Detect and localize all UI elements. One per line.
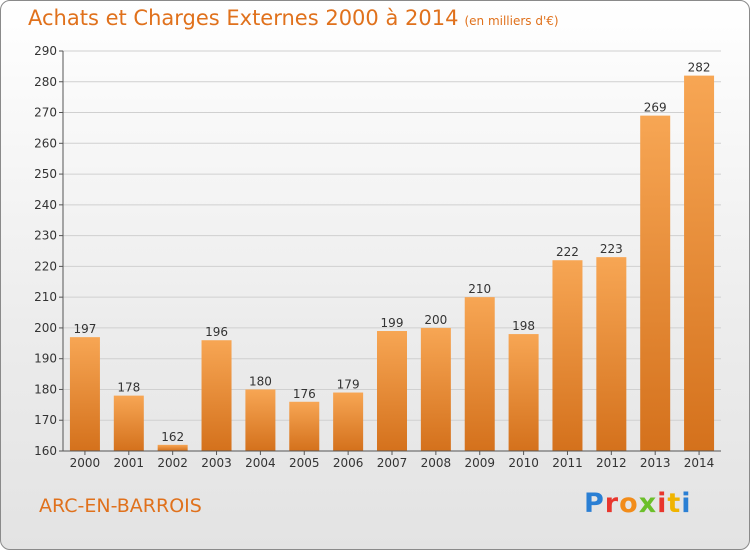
x-tick-label: 2001	[114, 456, 145, 470]
y-tick-label: 240	[34, 198, 57, 212]
x-tick-label: 2013	[640, 456, 671, 470]
y-tick-label: 160	[34, 444, 57, 458]
bar-2007	[377, 331, 407, 451]
x-tick-label: 2000	[70, 456, 101, 470]
data-label-2004: 180	[249, 374, 272, 388]
logo-letter: P	[584, 488, 605, 519]
x-tick-label: 2011	[552, 456, 583, 470]
x-tick-label: 2007	[377, 456, 408, 470]
x-tick-label: 2002	[157, 456, 188, 470]
data-labels: 197 178 162 196 180 176 179 199 200 210 198 222 223 2…	[73, 61, 710, 444]
bar-2006	[333, 392, 364, 451]
bar-2005	[289, 401, 320, 451]
axes: 160 170 180 190 200 210 220 230 240 250 260 270 280 2…	[34, 44, 721, 470]
logo-letter: r	[604, 488, 620, 519]
x-tick-label: 2014	[684, 456, 715, 470]
data-label-2007: 199	[381, 316, 404, 330]
logo-letter: i	[681, 488, 692, 519]
chart-unit-note: (en milliers d'€)	[464, 14, 559, 28]
y-tick-label: 260	[34, 136, 57, 150]
data-label-2000: 197	[73, 322, 96, 336]
data-label-2001: 178	[117, 381, 140, 395]
data-label-2008: 200	[424, 313, 447, 327]
data-label-2013: 269	[644, 101, 667, 115]
y-tick-label: 220	[34, 259, 57, 273]
y-tick-label: 230	[34, 229, 57, 243]
data-label-2006: 179	[337, 378, 360, 392]
bar-2013	[640, 115, 671, 451]
logo-letter: i	[657, 488, 668, 519]
chart-title-block: Achats et Charges Externes 2000 à 2014 (e…	[28, 6, 559, 30]
x-tick-label: 2010	[508, 456, 539, 470]
x-tick-label: 2003	[201, 456, 232, 470]
bar-2001	[113, 395, 144, 451]
x-tick-label: 2012	[596, 456, 627, 470]
bar-2003	[201, 340, 232, 451]
logo-letter: o	[619, 488, 639, 519]
data-label-2009: 210	[468, 282, 491, 296]
proxiti-logo: Proxiti	[584, 488, 692, 519]
x-tick-label: 2004	[245, 456, 276, 470]
x-tick-label: 2009	[464, 456, 495, 470]
y-tick-label: 180	[34, 382, 57, 396]
x-tick-label: 2005	[289, 456, 320, 470]
bar-2008	[420, 327, 451, 451]
bar-2012	[596, 257, 627, 451]
bar-2010	[508, 334, 539, 451]
data-label-2002: 162	[161, 430, 184, 444]
data-label-2005: 176	[293, 387, 316, 401]
chart-title: Achats et Charges Externes 2000 à 2014	[28, 6, 459, 30]
y-tick-label: 170	[34, 413, 57, 427]
x-tick-label: 2006	[333, 456, 364, 470]
y-tick-label: 200	[34, 321, 57, 335]
y-tick-label: 210	[34, 290, 57, 304]
data-label-2010: 198	[512, 319, 535, 333]
x-tick-label: 2008	[421, 456, 452, 470]
bar-2009	[464, 297, 495, 451]
logo-letter: x	[638, 488, 658, 519]
y-tick-label: 280	[34, 75, 57, 89]
y-tick-label: 270	[34, 106, 57, 120]
data-label-2011: 222	[556, 245, 579, 259]
logo-letter: t	[667, 488, 682, 519]
y-tick-label: 250	[34, 167, 57, 181]
y-tick-label: 190	[34, 352, 57, 366]
bar-2004	[245, 389, 276, 451]
bar-2000	[69, 337, 100, 451]
bar-2011	[552, 260, 583, 451]
bars	[69, 75, 715, 451]
y-tick-label: 290	[34, 44, 57, 58]
data-label-2014: 282	[688, 61, 711, 75]
bar-2002	[157, 444, 188, 451]
data-label-2003: 196	[205, 325, 228, 339]
data-label-2012: 223	[600, 242, 623, 256]
bar-2014	[684, 75, 715, 451]
location-label: ARC-EN-BARROIS	[39, 495, 202, 517]
